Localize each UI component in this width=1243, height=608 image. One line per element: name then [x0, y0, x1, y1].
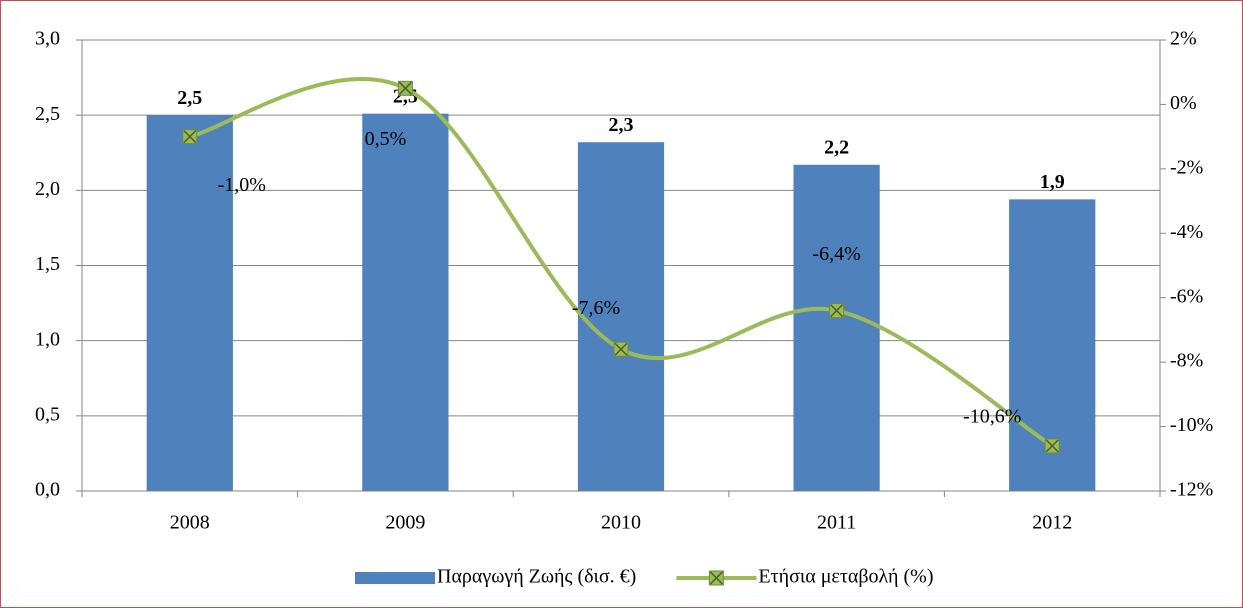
y-tick-label: 2,0: [35, 178, 60, 200]
line-value-label: 0,5%: [365, 128, 407, 150]
line-marker-x: [830, 304, 844, 318]
line-marker-x: [614, 342, 628, 356]
bar-value-label: 2,3: [609, 114, 634, 136]
y-tick-label: 3,0: [35, 28, 60, 50]
bar-value-label: 1,9: [1040, 171, 1065, 193]
bar: [793, 164, 880, 491]
line-marker-x: [1045, 439, 1059, 453]
bar-value-label: 2,2: [824, 136, 849, 158]
x-tick-label: 2012: [1032, 512, 1072, 534]
y2-tick-label: -2%: [1170, 156, 1203, 178]
x-tick-label: 2010: [601, 512, 641, 534]
line-value-label: -10,6%: [963, 405, 1021, 427]
line-value-label: -7,6%: [572, 297, 620, 319]
y-tick-label: 0,5: [35, 403, 60, 425]
legend-swatch: [355, 572, 435, 584]
y2-tick-label: -10%: [1170, 414, 1213, 436]
y2-tick-label: -8%: [1170, 350, 1203, 372]
y-tick-label: 1,0: [35, 328, 60, 350]
legend-marker-x: [709, 571, 723, 585]
y-tick-label: 1,5: [35, 253, 60, 275]
bar: [146, 115, 233, 492]
y2-tick-label: -6%: [1170, 285, 1203, 307]
bar: [362, 113, 449, 491]
line-value-label: -1,0%: [218, 174, 266, 196]
legend-label: Παραγωγή Ζωής (δισ. €): [437, 566, 636, 588]
legend-label: Ετήσια μεταβολή (%): [758, 566, 933, 588]
y2-tick-label: 0%: [1170, 92, 1197, 114]
line-marker-x: [183, 130, 197, 144]
bar: [577, 142, 665, 491]
line-marker-x: [398, 81, 412, 95]
y-tick-label: 2,5: [35, 103, 60, 125]
y-tick-label: 0,0: [35, 479, 60, 501]
y2-tick-label: -12%: [1170, 479, 1213, 501]
y2-tick-label: 2%: [1170, 28, 1197, 50]
line-value-label: -6,4%: [812, 243, 860, 265]
y2-tick-label: -4%: [1170, 221, 1203, 243]
bar-value-label: 2,5: [177, 87, 202, 109]
x-tick-label: 2009: [385, 512, 425, 534]
x-tick-label: 2011: [817, 512, 856, 534]
x-tick-label: 2008: [170, 512, 210, 534]
